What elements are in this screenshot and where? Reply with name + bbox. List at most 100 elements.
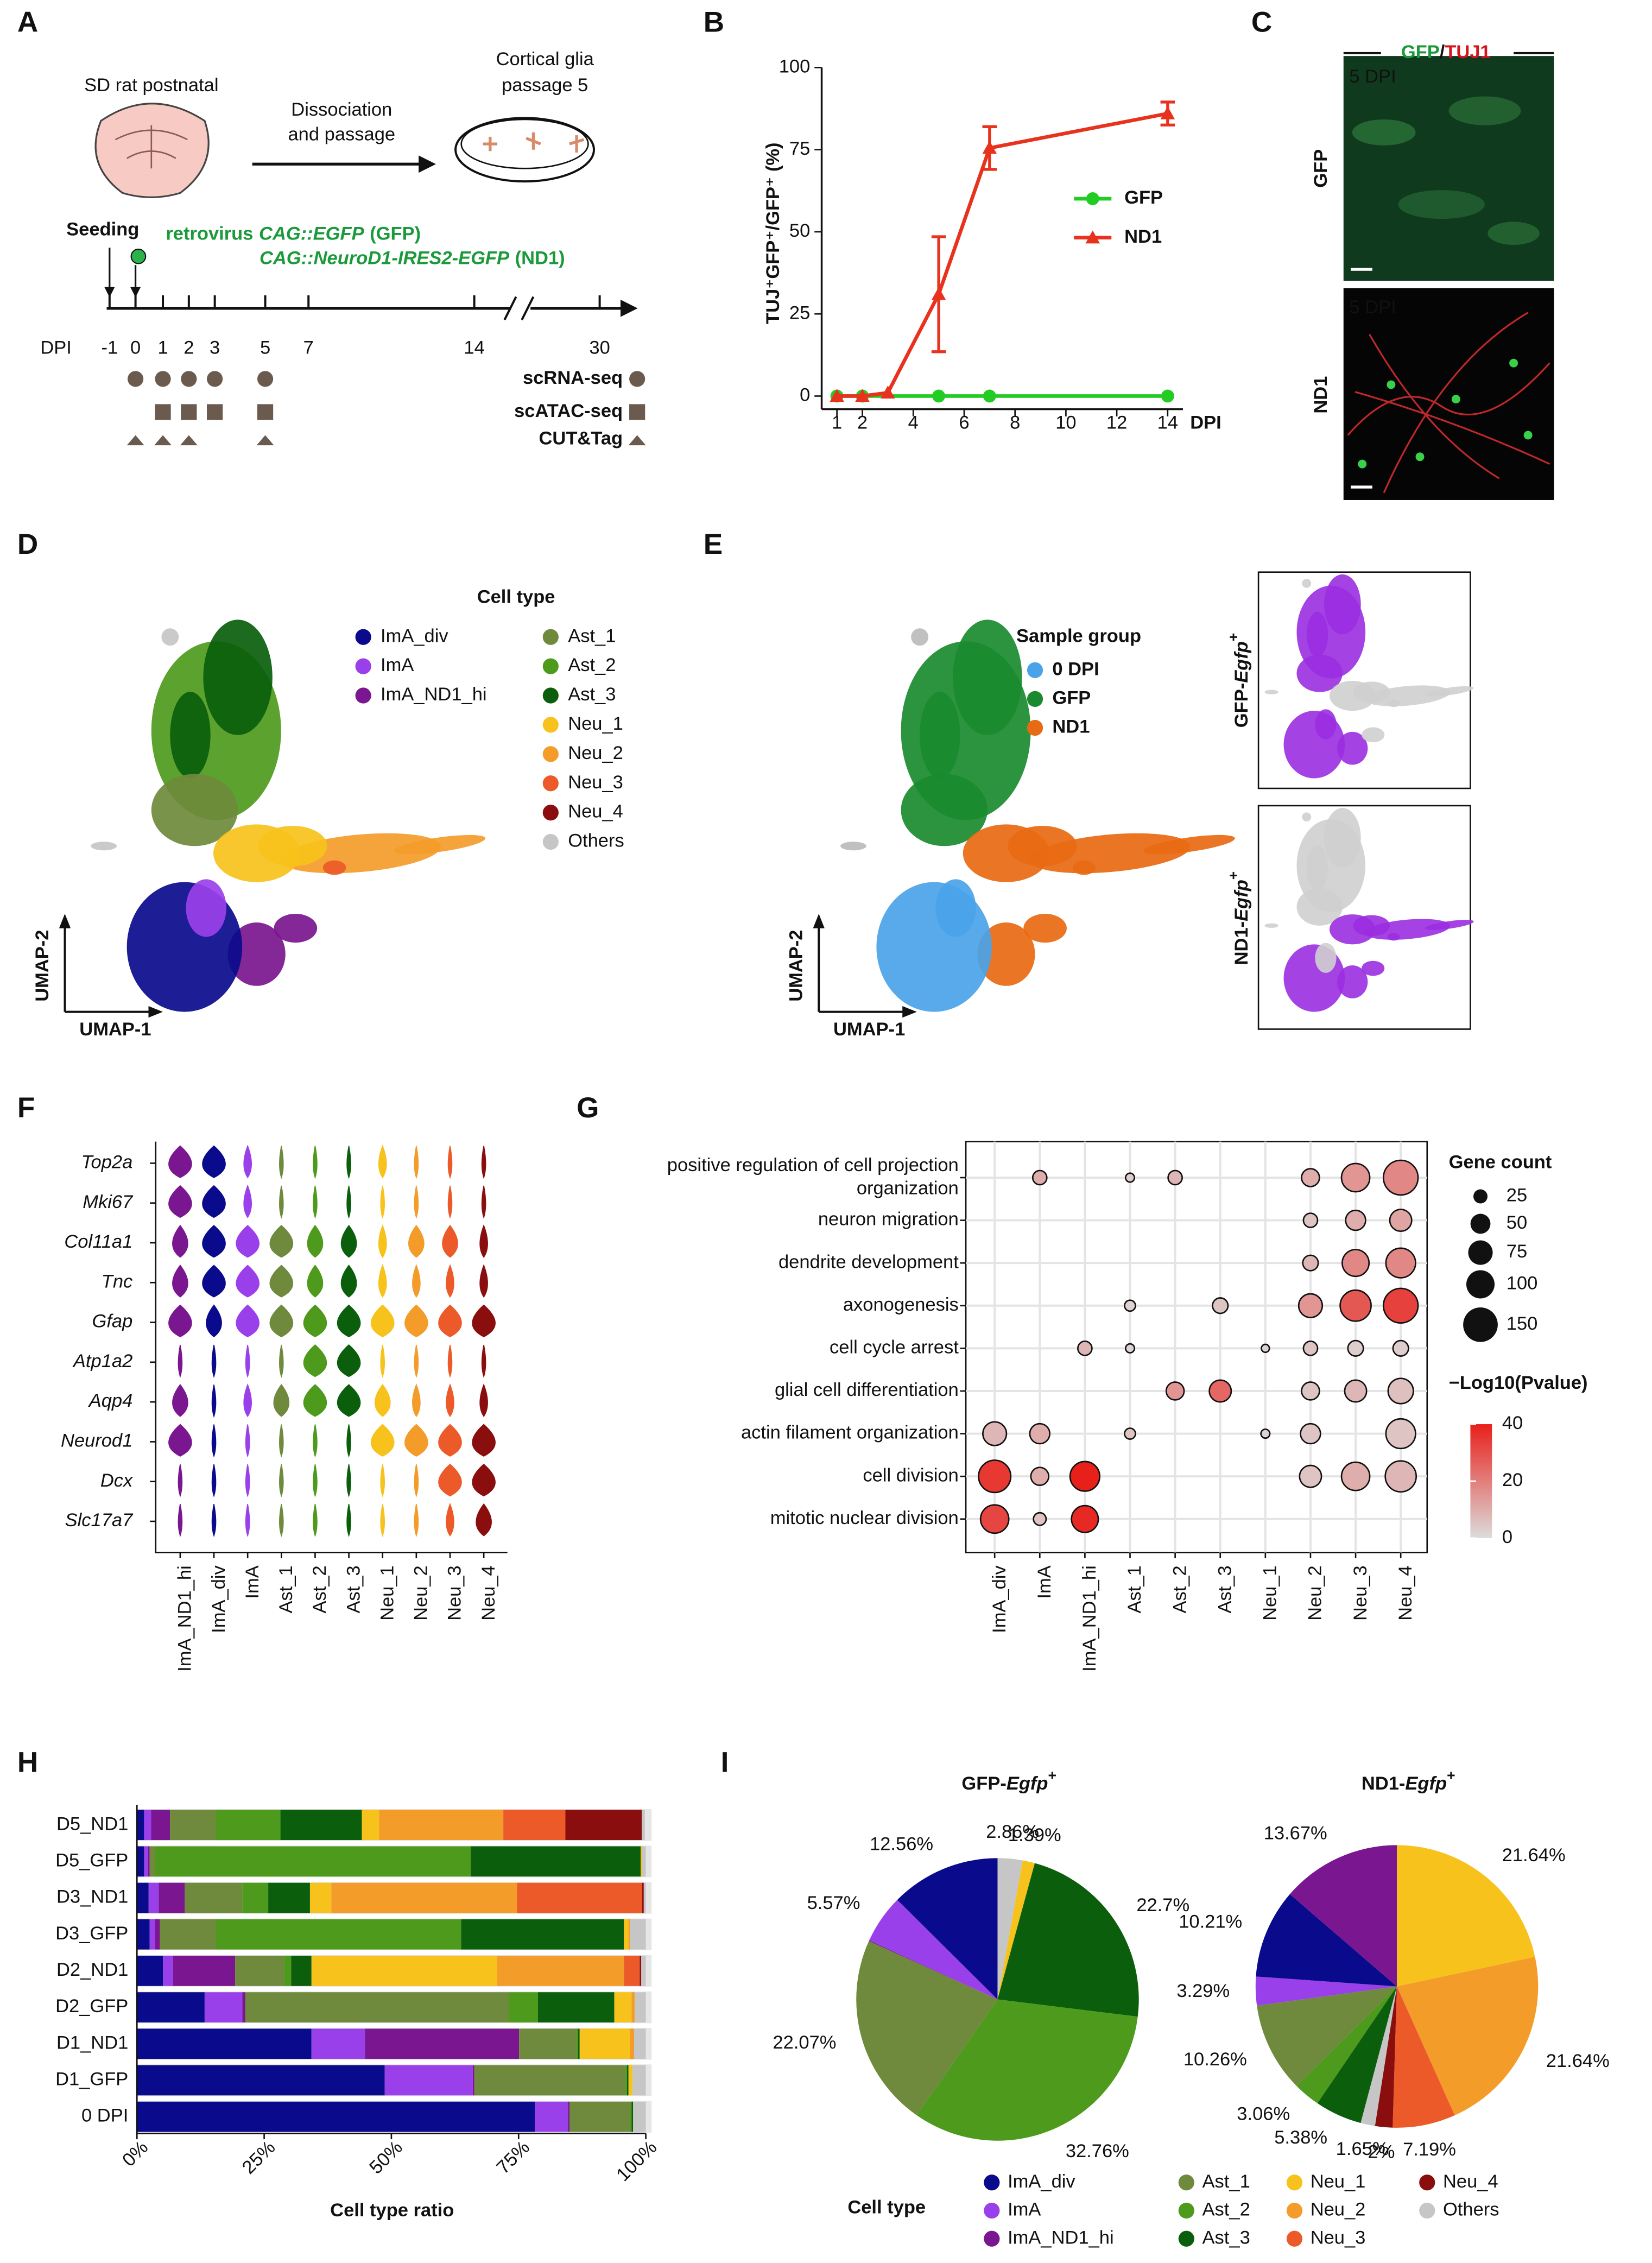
violin [313, 1185, 318, 1219]
color-tick-label: 0 [1502, 1527, 1512, 1547]
legend-swatch [1178, 2202, 1194, 2219]
violin [380, 1185, 385, 1219]
legend-swatch [542, 775, 559, 792]
gene-label: Neurod1 [61, 1431, 132, 1451]
bar-segment [497, 1956, 624, 1986]
x-tick-label: 6 [959, 412, 969, 433]
dot [1301, 1168, 1320, 1187]
x-tick-label: Neu_3 [445, 1565, 465, 1621]
violin [438, 1463, 462, 1497]
violin [337, 1344, 361, 1377]
violin [313, 1503, 318, 1538]
violin [438, 1424, 462, 1457]
virus-part: CAG::NeuroD1-IRES2-EGFP [259, 248, 510, 269]
dot [1340, 1162, 1371, 1193]
bar-segment [148, 1846, 150, 1877]
day-label: 7 [303, 337, 314, 358]
umap-cluster [151, 774, 238, 846]
bar-segment [641, 1956, 646, 1986]
term-label: neuron migration [818, 1209, 959, 1230]
assay-marker [154, 435, 172, 446]
violin [446, 1264, 454, 1298]
size-key-label: 150 [1507, 1313, 1538, 1334]
bar-segment [137, 1882, 149, 1913]
data-point [830, 389, 844, 402]
umap-cluster [1143, 835, 1235, 855]
violin [340, 1265, 357, 1298]
bar-segment [151, 1810, 170, 1841]
x-tick-label: 2 [857, 412, 868, 433]
dot [1300, 1423, 1321, 1445]
pie-label: 3.06% [1237, 2104, 1290, 2125]
violin [168, 1424, 192, 1457]
panel-letter: D [17, 528, 38, 560]
bar-segment [137, 1919, 150, 1950]
bar-segment [503, 1810, 566, 1841]
legend-swatch [1027, 719, 1043, 736]
dot [1033, 1512, 1047, 1526]
bar-segment [149, 1846, 155, 1877]
pie-slice [856, 1940, 998, 2115]
umap-inset-cluster [1425, 920, 1474, 930]
x-tick-label: 25% [238, 2137, 280, 2178]
bar-segment [155, 1919, 160, 1950]
bar-segment [331, 1882, 517, 1913]
legend-swatch [1419, 2202, 1435, 2219]
bar-segment [311, 1956, 497, 1986]
pie-label: 13.67% [1264, 1823, 1327, 1844]
bar-segment [630, 2101, 632, 2132]
pie-slice [1255, 1976, 1397, 2006]
dot [1299, 1464, 1322, 1488]
umap-cluster [901, 774, 988, 846]
legend-label: Ast_1 [568, 625, 616, 646]
dot [1385, 1247, 1416, 1279]
umap-inset-cluster [1337, 965, 1368, 998]
size-key-label: 75 [1507, 1241, 1527, 1262]
x-tick-label: 50% [365, 2137, 407, 2178]
violin [236, 1265, 260, 1298]
legend-label: 0 DPI [1052, 659, 1099, 679]
bar-segment [137, 1810, 144, 1841]
bar-segment [517, 1882, 643, 1913]
term-label: dendrite development [778, 1251, 959, 1272]
term-label: axonogenesis [843, 1294, 959, 1315]
bar-segment [216, 1919, 461, 1950]
x-tick-label: 75% [493, 2137, 534, 2178]
umap-cluster [227, 922, 286, 986]
pie-title-part: Egfp [1007, 1773, 1048, 1794]
assay-marker [155, 404, 171, 420]
violin [337, 1384, 361, 1417]
umap-inset-cluster [1324, 808, 1361, 868]
x-tick-label: ImA [242, 1565, 263, 1598]
pie-label: 3.29% [1176, 1981, 1230, 2001]
violin [481, 1344, 486, 1378]
violin [476, 1503, 492, 1537]
day-label: -1 [101, 337, 118, 358]
axes [155, 1141, 508, 1553]
pie-label: 12.56% [870, 1834, 933, 1854]
inset-title-part: ND1- [1231, 921, 1252, 965]
x-tick-label: Neu_2 [1305, 1565, 1326, 1621]
dot [1077, 1341, 1093, 1356]
dot [1384, 1460, 1417, 1493]
x-tick-label: 12 [1106, 412, 1127, 433]
y-tick-label: D5_ND1 [56, 1813, 128, 1834]
term-label: mitotic nuclear division [770, 1508, 959, 1528]
dot [1344, 1379, 1368, 1403]
violin [243, 1383, 252, 1418]
bar-segment [626, 2065, 629, 2096]
day-label: 14 [464, 337, 484, 358]
inset-title-part: GFP- [1231, 683, 1252, 728]
panel-letter: E [704, 528, 723, 560]
legend-label: GFP [1052, 688, 1091, 709]
umap-inset-cluster [1296, 654, 1343, 692]
data-point [1160, 106, 1175, 119]
x-tick-label: Neu_4 [478, 1565, 499, 1621]
violin [168, 1185, 192, 1218]
y-tick-label: 75 [789, 138, 810, 159]
violin [202, 1145, 226, 1178]
bar-segment [160, 1919, 216, 1950]
bar-segment [461, 1919, 624, 1950]
violin [206, 1304, 222, 1338]
y-tick-label: 100 [779, 56, 811, 77]
